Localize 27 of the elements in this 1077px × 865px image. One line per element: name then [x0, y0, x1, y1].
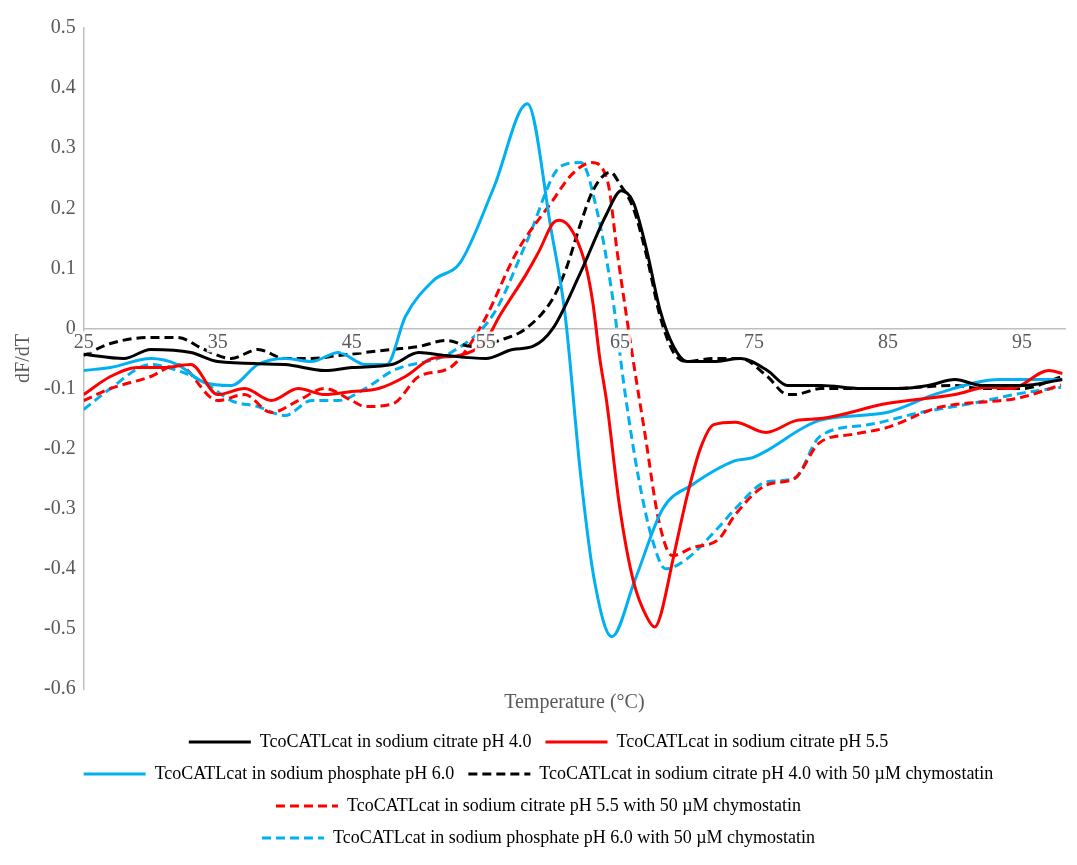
y-tick-label: 0.3: [50, 135, 76, 158]
y-tick-label: -0.6: [43, 676, 76, 699]
x-tick-label: 65: [609, 329, 630, 352]
y-tick-label: 0.1: [50, 255, 76, 278]
x-tick-label: 35: [207, 329, 228, 352]
y-tick-label: -0.5: [43, 616, 76, 639]
legend-label: TcoCATLcat in sodium phosphate pH 6.0 with 50 µM chymostatin: [332, 826, 816, 847]
y-tick-label: 0.2: [50, 195, 76, 218]
x-tick-label: 95: [1012, 329, 1033, 352]
x-tick-label: 55: [475, 329, 496, 352]
legend-label: TcoCATLcat in sodium citrate pH 5.5 with 50 µM chymostatin: [346, 794, 802, 815]
y-tick-label: -0.4: [43, 556, 76, 579]
y-tick-label: 0: [65, 315, 76, 338]
y-tick-label: 0.4: [50, 75, 76, 98]
legend-label: TcoCATLcat in sodium citrate pH 5.5: [616, 730, 889, 751]
y-tick-label: 0.5: [50, 15, 76, 38]
legend-label: TcoCATLcat in sodium phosphate pH 6.0: [154, 762, 455, 783]
y-tick-label: -0.1: [43, 375, 76, 398]
x-tick-label: 85: [878, 329, 899, 352]
legend-label: TcoCATLcat in sodium citrate pH 4.0: [259, 730, 532, 751]
x-axis-title: Temperature (°C): [504, 690, 645, 714]
x-tick-label: 45: [341, 329, 362, 352]
x-tick-label: 75: [743, 329, 764, 352]
legend-label: TcoCATLcat in sodium citrate pH 4.0 with 50 µM chymostatin: [539, 762, 994, 783]
y-tick-label: -0.3: [43, 495, 76, 518]
y-tick-label: -0.2: [43, 435, 76, 458]
y-axis-title: dF/dT: [11, 334, 34, 383]
